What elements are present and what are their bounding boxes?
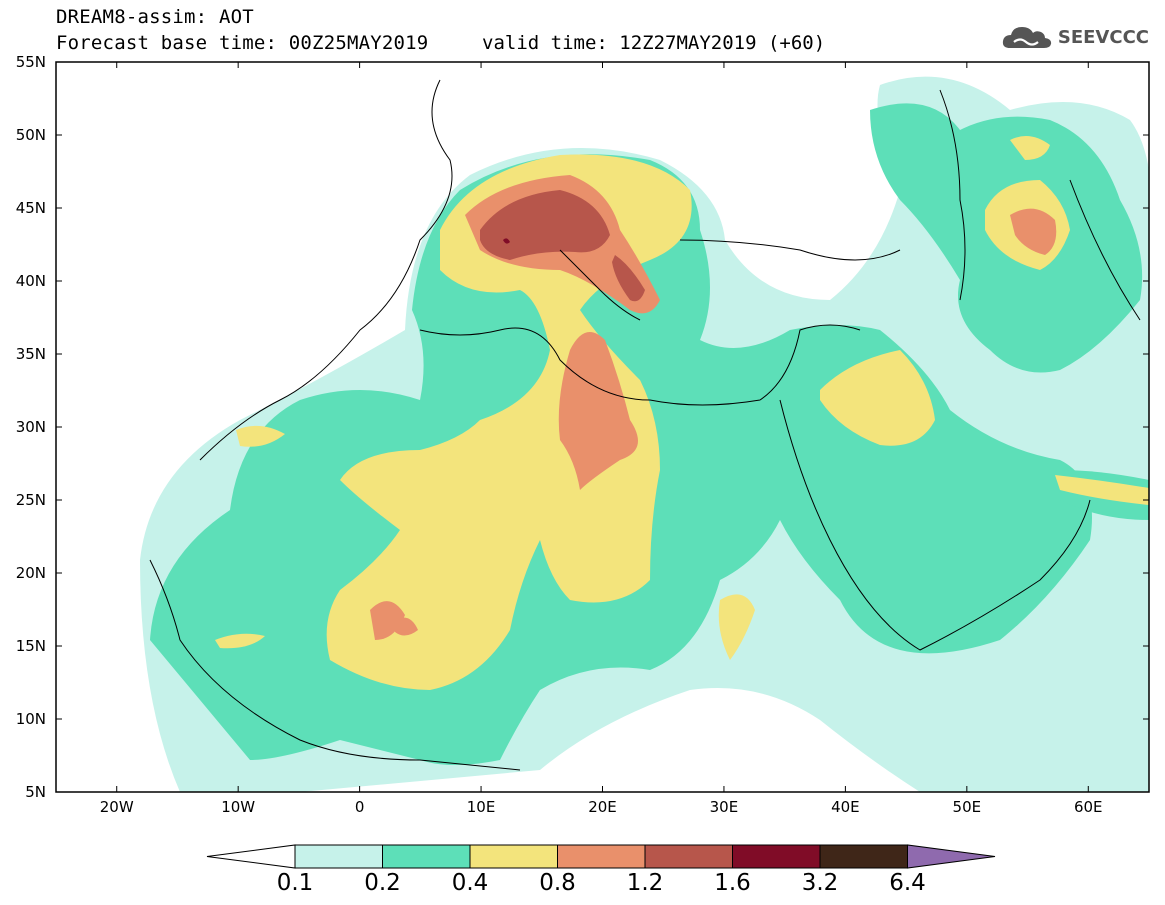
axis-ticks <box>56 61 1149 793</box>
colorbar-segment <box>557 844 646 869</box>
lat-label: 40N <box>15 272 46 290</box>
aot-band-1.2 <box>480 190 645 302</box>
colorbar-segment <box>382 844 471 869</box>
colorbar-label: 0.1 <box>276 870 314 896</box>
lat-label: 15N <box>15 637 46 655</box>
colorbar <box>206 844 996 869</box>
colorbar-label: 6.4 <box>889 870 926 896</box>
lon-label: 40E <box>831 798 860 816</box>
colorbar-segment <box>732 844 821 869</box>
lat-label: 30N <box>15 418 46 436</box>
map-title: DREAM8-assim: AOT <box>56 6 254 28</box>
colorbar-label: 0.2 <box>364 870 401 896</box>
lat-label: 10N <box>15 710 46 728</box>
lat-label: 20N <box>15 564 46 582</box>
lon-label: 10E <box>466 798 496 816</box>
lat-label: 5N <box>25 783 46 801</box>
aot-band-1.6 <box>503 238 510 244</box>
logo-text: SEEVCCC <box>1057 26 1149 48</box>
colorbar-segment <box>469 844 558 869</box>
coastlines <box>149 79 1141 771</box>
colorbar-segment <box>294 844 383 869</box>
colorbar-label: 0.8 <box>539 870 576 896</box>
lon-label: 20W <box>99 798 134 816</box>
colorbar-over-arrow <box>907 844 996 869</box>
lat-label: 35N <box>15 345 46 363</box>
colorbar-segment <box>644 844 733 869</box>
forecast-base-time: Forecast base time: 00Z25MAY2019 <box>56 32 429 54</box>
lat-label: 45N <box>15 199 46 217</box>
colorbar-label: 1.2 <box>626 870 664 896</box>
lat-label: 55N <box>15 53 46 71</box>
lon-label: 20E <box>588 798 617 816</box>
colorbar-label: 1.6 <box>714 870 751 896</box>
lon-label: 10W <box>221 798 256 816</box>
seevccc-logo: SEEVCCC <box>1000 22 1149 52</box>
lon-label: 30E <box>709 798 739 816</box>
colorbar-label: 0.4 <box>451 870 489 896</box>
aot-contours <box>140 76 1149 792</box>
lat-label: 25N <box>15 491 46 509</box>
colorbar-segment <box>819 844 908 869</box>
colorbar-under-arrow <box>206 844 296 869</box>
lon-label: 50E <box>952 798 982 816</box>
lon-label: 0 <box>354 798 365 816</box>
lat-label: 50N <box>15 126 46 144</box>
valid-time: valid time: 12Z27MAY2019 (+60) <box>482 32 826 54</box>
cloud-icon <box>1002 27 1051 48</box>
colorbar-label: 3.2 <box>801 870 839 896</box>
lon-label: 60E <box>1073 798 1103 816</box>
